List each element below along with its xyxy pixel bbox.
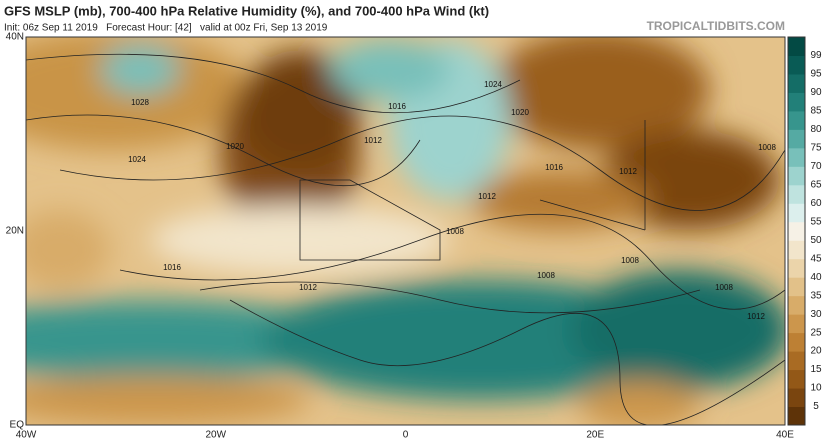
colorbar-swatch <box>788 37 805 56</box>
colorbar-label: 5 <box>813 401 819 412</box>
lat-label: 20N <box>6 226 24 237</box>
colorbar-label: 20 <box>810 346 822 357</box>
isobar-label: 1012 <box>619 167 637 176</box>
colorbar-label: 75 <box>810 142 822 153</box>
colorbar-swatch <box>788 314 805 334</box>
colorbar-swatch <box>788 73 805 93</box>
colorbar-swatch <box>788 369 805 389</box>
colorbar-swatch <box>788 184 805 204</box>
colorbar-label: 55 <box>810 216 822 227</box>
colorbar-label: 10 <box>810 383 822 394</box>
colorbar-swatch <box>788 258 805 278</box>
isobar-label: 1016 <box>163 263 181 272</box>
colorbar-label: 99 <box>810 50 822 61</box>
colorbar-swatch <box>788 166 805 186</box>
isobar-label: 1008 <box>537 271 555 280</box>
colorbar-label: 90 <box>810 87 822 98</box>
colorbar-frame <box>787 36 806 426</box>
colorbar-swatch <box>788 351 805 371</box>
isobar-label: 1020 <box>511 108 529 117</box>
lon-label: 40E <box>776 430 794 441</box>
colorbar-swatch <box>788 55 805 75</box>
isobar-label: 1016 <box>388 102 406 111</box>
isobar-label: 1008 <box>758 143 776 152</box>
colorbar-swatch <box>788 332 805 352</box>
subtitle: Init: 06z Sep 11 2019 Forecast Hour: [42… <box>4 23 328 34</box>
colorbar-swatch <box>788 92 805 112</box>
isobar-label: 1024 <box>128 155 146 164</box>
isobar-label: 1008 <box>621 256 639 265</box>
colorbar-label: 40 <box>810 272 822 283</box>
colorbar-swatch <box>788 129 805 149</box>
lat-label: EQ <box>10 420 25 431</box>
colorbar-label: 30 <box>810 309 822 320</box>
colorbar-swatch <box>788 240 805 260</box>
lon-label: 20E <box>586 430 604 441</box>
colorbar-swatch <box>788 221 805 241</box>
colorbar-label: 70 <box>810 161 822 172</box>
map-frame <box>25 36 786 426</box>
lon-label: 0 <box>403 430 409 441</box>
isobar-label: 1012 <box>299 283 317 292</box>
colorbar-label: 15 <box>810 364 822 375</box>
colorbar-swatch <box>788 406 805 426</box>
isobar-label: 1028 <box>131 98 149 107</box>
isobar-label: 1008 <box>446 227 464 236</box>
colorbar-swatch <box>788 203 805 223</box>
isobar-label: 1020 <box>226 142 244 151</box>
colorbar-swatch <box>788 110 805 130</box>
isobar-label: 1024 <box>484 80 502 89</box>
title: GFS MSLP (mb), 700-400 hPa Relative Humi… <box>4 3 489 18</box>
colorbar-swatch <box>788 277 805 297</box>
isobar-label: 1008 <box>715 283 733 292</box>
lon-label: 40W <box>16 430 37 441</box>
brand: TROPICALTIDBITS.COM <box>647 19 785 33</box>
colorbar-label: 50 <box>810 235 822 246</box>
colorbar-label: 60 <box>810 198 822 209</box>
isobar-label: 1012 <box>747 312 765 321</box>
colorbar: 5 10 15 20 25 30 35 40 45 50 55 60 65 70 75 80 85 90 95 99 <box>787 36 822 426</box>
colorbar-swatch <box>788 147 805 167</box>
colorbar-swatch <box>788 388 805 408</box>
map-field: 1028 1024 1020 1016 1012 1024 1020 1016 1012 1008… <box>26 37 785 425</box>
colorbar-label: 95 <box>810 69 822 80</box>
colorbar-label: 35 <box>810 290 822 301</box>
lon-label: 20W <box>205 430 226 441</box>
isobar-label: 1012 <box>364 136 382 145</box>
colorbar-swatch <box>788 295 805 315</box>
colorbar-label: 45 <box>810 253 822 264</box>
lat-label: 40N <box>6 32 24 43</box>
colorbar-label: 25 <box>810 327 822 338</box>
colorbar-label: 80 <box>810 124 822 135</box>
isobar-label: 1012 <box>478 192 496 201</box>
colorbar-label: 65 <box>810 179 822 190</box>
isobar-label: 1016 <box>545 163 563 172</box>
colorbar-label: 85 <box>810 106 822 117</box>
